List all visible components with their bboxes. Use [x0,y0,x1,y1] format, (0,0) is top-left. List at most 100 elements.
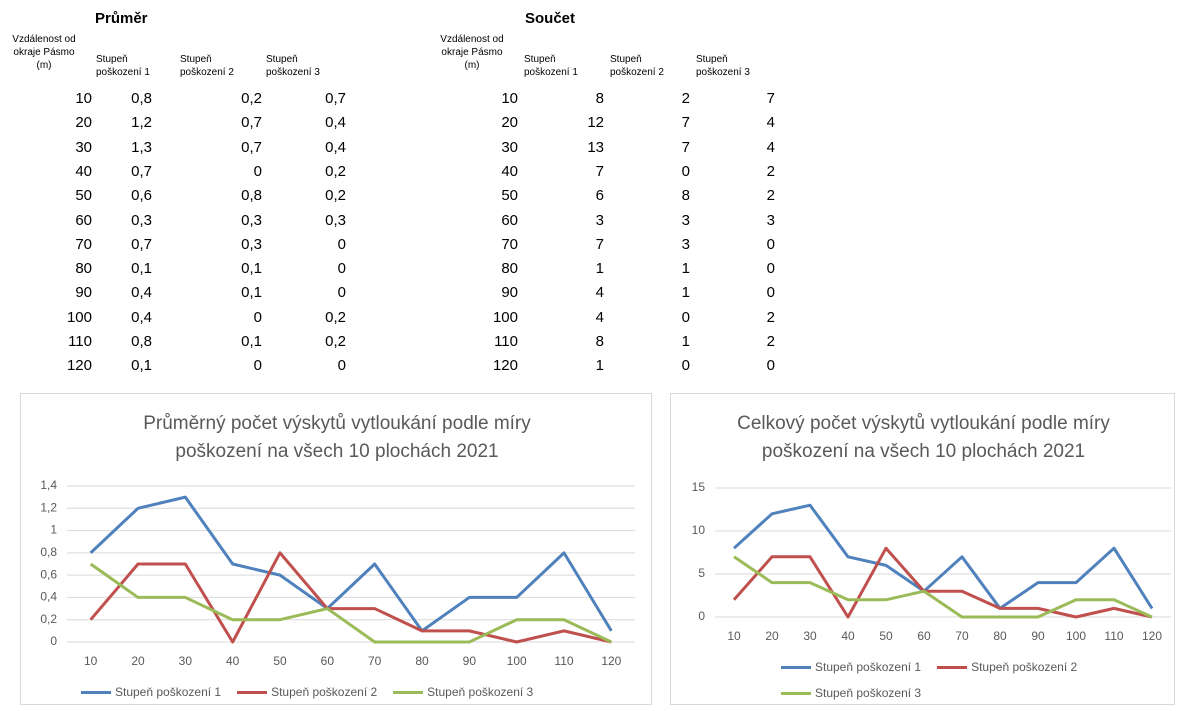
x-tick-label: 110 [1104,629,1123,643]
table-cell: 0,1 [241,284,262,302]
table-cell: 90 [75,284,92,302]
table-cell: 7 [681,114,690,132]
legend-item: Stupeň poškození 2 [237,679,377,705]
legend-swatch [393,690,424,694]
legend-item: Stupeň poškození 3 [781,680,921,706]
x-tick-label: 10 [84,654,98,668]
table-cell: 0,1 [241,333,262,350]
table-cell: 0 [766,235,775,253]
table-cell: 8 [595,333,604,350]
column-header: Stupeň poškození 2 [180,54,234,78]
table-cell: 60 [501,211,518,229]
x-tick-label: 60 [917,629,931,643]
table-cell: 10 [501,90,518,107]
table-cell: 80 [75,260,92,278]
x-tick-label: 100 [507,654,527,668]
x-tick-label: 20 [131,654,145,668]
table-cell: 100 [492,308,518,326]
table-cell: 1 [681,260,690,278]
table-cell: 0 [766,284,775,302]
table-cell: 0,8 [131,333,152,350]
table-cell: 30 [501,138,518,156]
column-header: Stupeň poškození 1 [96,54,150,78]
table-cell: 0 [337,235,346,253]
table-cell: 2 [766,308,775,326]
column-header: Stupeň poškození 3 [696,54,750,78]
table-cell: 8 [595,90,604,107]
table-cell: 0,2 [325,333,346,350]
table-cell: 0,3 [325,211,346,229]
legend-item: Stupeň poškození 3 [393,679,533,705]
table-cell: 2 [766,187,775,205]
table-cell: 110 [494,333,518,350]
table-cell: 0,7 [131,235,152,253]
legend-swatch [781,665,811,669]
table-cell: 4 [766,138,775,156]
chart: Průměrný počet výskytů vytloukání podle … [20,393,652,705]
y-tick-label: 1 [50,523,57,537]
table-cell: 40 [501,162,518,180]
table-cell: 0,1 [131,260,152,278]
y-tick-label: 15 [692,480,706,494]
legend-label: Stupeň poškození 1 [815,660,922,674]
table-title: Průměr [95,10,148,27]
plot: 0 0,2 0,4 0,6 0,8 1 1,2 1,4 10 20 30 40 50 60 70 80 90 10… [40,478,635,668]
table-cell: 1 [595,260,604,278]
table-cell: 0,2 [325,308,346,326]
table-cell: 2 [681,90,690,107]
table-title: Součet [525,10,576,27]
y-tick-label: 0,8 [40,545,57,559]
column-header: Stupeň poškození 2 [610,54,664,78]
table-cell: 0 [337,357,346,375]
table-cell: 90 [501,284,518,302]
table-cell: 12 [587,114,604,132]
table-cell: 0,8 [131,90,152,107]
y-tick-label: 5 [698,566,705,580]
table-cell: 0 [337,284,346,302]
table-cell: 7 [595,235,604,253]
legend-item: Stupeň poškození 1 [781,654,921,680]
table-cell: 120 [66,357,92,375]
table-cell: 0 [253,357,262,375]
series-line [89,495,613,633]
x-tick-label: 30 [803,629,817,643]
x-tick-label: 110 [554,654,573,668]
x-tick-label: 80 [415,654,429,668]
table-cell: 70 [75,235,92,253]
table-cell: 7 [595,162,604,180]
table-cell: 0 [681,357,690,375]
legend-item: Stupeň poškození 1 [81,679,221,705]
legend-label: Stupeň poškození 3 [427,685,534,699]
table-cell: 7 [766,90,775,107]
table-cell: 3 [766,211,775,229]
table-cell: 30 [75,138,92,156]
table-cell: 4 [766,114,775,132]
legend-swatch [237,690,268,694]
table-cell: 60 [75,211,92,229]
table-cell: 80 [501,260,518,278]
table-cell: 0,3 [241,211,262,229]
table-cell: 3 [681,211,690,229]
y-tick-label: 0,6 [40,567,57,581]
x-tick-label: 90 [1031,629,1045,643]
column-header: Vzdálenost od okraje Pásmo (m) [12,34,76,71]
table-cell: 0,3 [241,235,262,253]
table-cell: 1 [681,284,690,302]
table-cell: 0 [681,308,690,326]
y-tick-label: 0 [698,609,705,623]
x-tick-label: 20 [765,629,779,643]
table-cell: 4 [595,308,604,326]
legend-swatch [81,690,111,694]
series-line [89,551,612,644]
table-cell: 2 [766,162,775,180]
table-cell: 0,8 [241,187,262,205]
table-cell: 1 [681,333,690,350]
table-cell: 1,2 [131,114,152,132]
table-cell: 20 [501,114,518,132]
table-cell: 0,7 [131,162,152,180]
table-cell: 0,7 [241,114,262,132]
x-tick-label: 40 [841,629,855,643]
table-cell: 6 [595,187,604,205]
table-cell: 4 [595,284,604,302]
y-tick-label: 1,2 [40,500,57,514]
